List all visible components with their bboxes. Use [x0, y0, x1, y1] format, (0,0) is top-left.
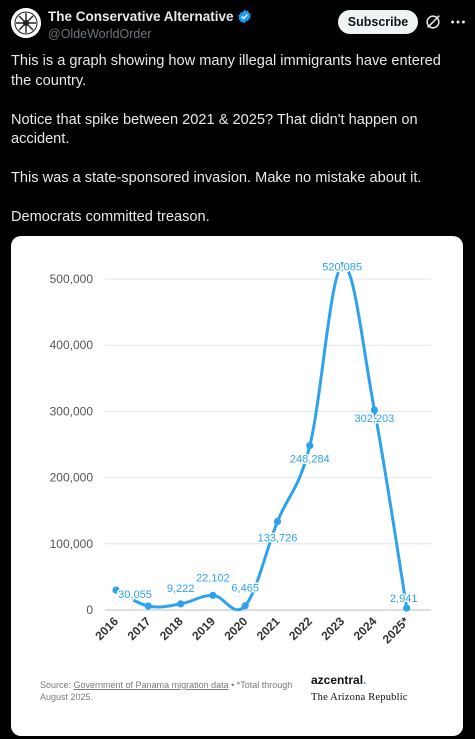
data-label: 302,203 — [355, 413, 395, 425]
data-point — [338, 262, 346, 270]
source-suffix: • *Total through August 2025. — [40, 680, 293, 702]
x-tick-label: 2017 — [125, 614, 154, 643]
post-paragraph: Democrats committed treason. — [11, 209, 210, 225]
x-tick-label: 2022 — [286, 614, 315, 643]
data-label: 2,941 — [390, 593, 418, 605]
post-paragraph: Notice that spike between 2021 & 2025? T… — [11, 111, 418, 148]
more-icon[interactable] — [449, 13, 467, 31]
y-tick-label: 300,000 — [50, 404, 94, 418]
azcentral-dot: . — [363, 673, 367, 687]
data-label: 22,102 — [196, 572, 230, 584]
x-tick-label: 2020 — [222, 614, 251, 643]
data-point — [306, 442, 314, 450]
data-point — [370, 406, 378, 414]
azcentral-logo: azcentral. — [311, 673, 366, 687]
avatar-emblem-icon — [11, 8, 41, 38]
source-link[interactable]: Government of Panama migration data — [73, 680, 229, 690]
post-text: This is a graph showing how many illegal… — [11, 52, 461, 247]
data-point — [112, 586, 120, 594]
media-image[interactable]: 30,055 9,222 22,102 6,465 133,726 248,284 520,… — [11, 236, 463, 736]
data-point — [273, 517, 282, 526]
x-tick-label: 2025* — [380, 614, 412, 646]
data-label: 520,085 — [322, 262, 362, 274]
post-paragraph: This is a graph showing how many illegal… — [11, 53, 441, 89]
post-paragraph: This was a state-sponsored invasion. Mak… — [11, 170, 422, 186]
post-header: The Conservative Alternative @OldeWorldO… — [0, 0, 475, 52]
data-point — [144, 602, 152, 610]
verified-badge-icon — [237, 9, 251, 24]
azcentral-text: azcentral — [311, 673, 364, 687]
y-tick-label: 400,000 — [50, 338, 94, 352]
arizona-republic-logo: The Arizona Republic — [311, 692, 408, 703]
data-label: 30,055 — [118, 589, 152, 601]
data-label: 248,284 — [290, 454, 330, 466]
avatar[interactable] — [11, 8, 41, 38]
author-handle[interactable]: @OldeWorldOrder — [48, 27, 152, 41]
data-label: 6,465 — [231, 583, 259, 595]
data-label: 133,726 — [258, 532, 298, 544]
grok-icon[interactable] — [424, 13, 442, 31]
source-note: Source: Government of Panama migration d… — [40, 680, 300, 703]
y-tick-label: 500,000 — [50, 272, 94, 286]
source-prefix: Source: — [40, 680, 74, 690]
x-tick-label: 2016 — [92, 614, 121, 643]
series-line — [115, 264, 409, 612]
y-tick-label: 200,000 — [50, 471, 94, 485]
data-label: 9,222 — [167, 583, 195, 595]
x-tick-label: 2018 — [157, 614, 186, 643]
x-tick-label: 2023 — [318, 614, 347, 643]
x-tick-label: 2021 — [254, 614, 283, 643]
x-tick-label: 2019 — [189, 614, 218, 643]
x-tick-label: 2024 — [351, 614, 380, 643]
data-point — [403, 604, 411, 612]
data-point — [209, 591, 217, 599]
author-display-name[interactable]: The Conservative Alternative — [48, 9, 252, 24]
subscribe-button[interactable]: Subscribe — [338, 10, 418, 34]
data-point — [177, 600, 185, 608]
author-name-text: The Conservative Alternative — [48, 9, 234, 24]
y-tick-label: 100,000 — [50, 537, 94, 551]
data-point — [241, 602, 249, 610]
y-tick-label: 0 — [86, 603, 93, 617]
